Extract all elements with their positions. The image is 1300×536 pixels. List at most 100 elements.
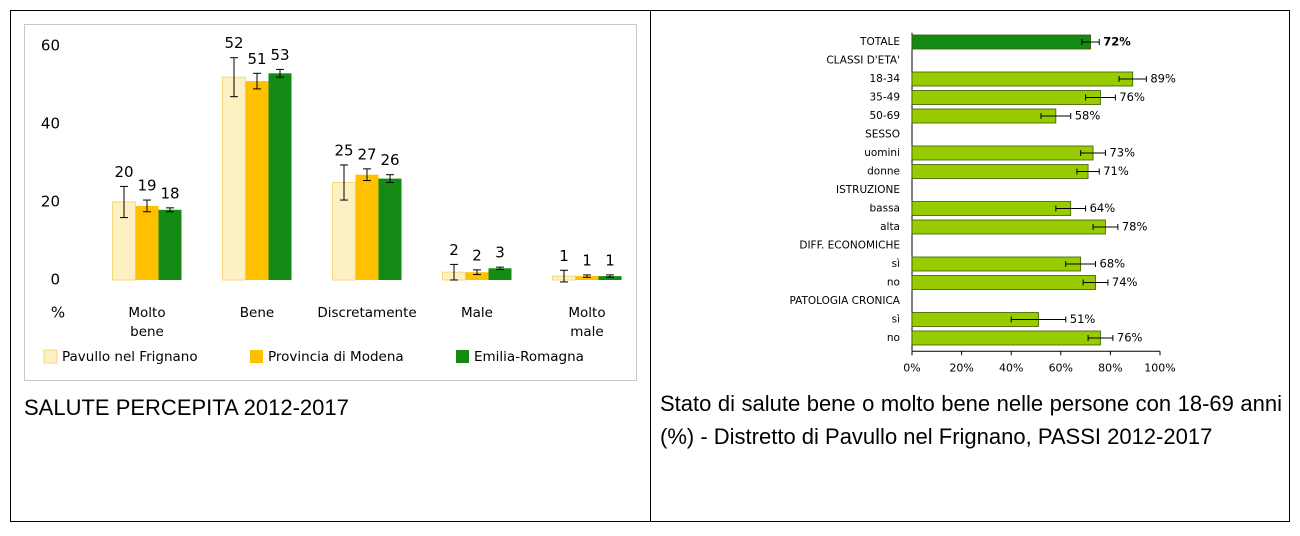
data-label: 76% [1119, 90, 1145, 104]
data-label: 51% [1070, 312, 1096, 326]
data-label: 1 [582, 251, 592, 269]
data-label: 89% [1150, 72, 1176, 86]
y-tick-label: 40 [41, 115, 60, 133]
data-label: 52 [224, 34, 243, 52]
y-tick-label: DIFF. ECONOMICHE [799, 240, 900, 252]
x-tick-label: 100% [1144, 361, 1175, 374]
label-line: Bene [240, 305, 274, 321]
data-label: 72% [1103, 35, 1131, 49]
data-label: 76% [1117, 331, 1143, 345]
data-label: 19 [137, 177, 156, 195]
y-tick-label: uomini [864, 147, 900, 159]
data-label: 1 [559, 247, 569, 265]
data-label: 64% [1090, 201, 1116, 215]
label-line: bene [130, 324, 164, 340]
y-tick-label: bassa [870, 203, 900, 215]
bar [911, 164, 1089, 179]
x-tick-label: 60% [1049, 361, 1073, 374]
x-tick-label: 0% [903, 361, 920, 374]
y-tick-label: 18-34 [869, 73, 900, 85]
bar [465, 272, 489, 280]
bar [245, 81, 269, 280]
bar [911, 219, 1106, 235]
data-label: 1 [605, 251, 615, 269]
bar [575, 276, 599, 280]
bar [488, 268, 512, 280]
x-tick-label: Bene [240, 305, 274, 321]
data-label: 25 [334, 141, 353, 159]
label-line: Molto [128, 305, 165, 321]
y-tick-label: 35-49 [869, 92, 900, 104]
bar [911, 108, 1057, 124]
x-tick-label: 80% [1098, 361, 1122, 374]
label-line: Male [461, 305, 493, 321]
legend-swatch [456, 350, 469, 363]
bar [268, 73, 292, 280]
legend-swatch [43, 349, 58, 364]
legend-label: Pavullo nel Frignano [62, 349, 198, 365]
bar [598, 276, 622, 280]
data-label: 71% [1103, 164, 1129, 178]
x-tick-label: Molto male [568, 305, 605, 340]
x-tick-label: Discretamente [317, 305, 416, 321]
y-tick-label: ISTRUZIONE [836, 184, 900, 196]
chart-frame [24, 24, 637, 381]
y-axis-label: % [51, 304, 65, 322]
y-tick-label: CLASSI D'ETA' [826, 55, 900, 67]
bar [911, 71, 1134, 87]
data-label: 58% [1075, 109, 1101, 123]
y-tick-label: SESSO [865, 129, 900, 141]
data-label: 74% [1112, 275, 1138, 289]
data-label: 26 [380, 151, 399, 169]
bar [355, 174, 379, 280]
y-tick-label: 0 [50, 271, 60, 289]
data-label: 68% [1100, 257, 1126, 271]
bar [911, 90, 1101, 105]
data-label: 18 [160, 184, 179, 202]
y-tick-label: PATOLOGIA CRONICA [789, 295, 900, 307]
data-label: 2 [472, 246, 482, 264]
y-tick-label: donne [867, 166, 900, 178]
bar [911, 330, 1101, 346]
bar [135, 205, 159, 280]
bar [911, 34, 1091, 50]
y-tick-label: 20 [41, 193, 60, 211]
bar [222, 76, 246, 281]
y-tick-label: 60 [41, 37, 60, 55]
data-label: 51 [247, 50, 266, 68]
data-label: 2 [449, 241, 459, 259]
y-tick-label: 50-69 [869, 110, 900, 122]
caption-right: Stato di salute bene o molto bene nelle … [660, 391, 1282, 449]
x-tick-label: Molto bene [128, 305, 165, 340]
x-tick-label: 20% [949, 361, 973, 374]
x-tick-label: Male [461, 305, 493, 321]
data-label: 27 [357, 145, 376, 163]
y-tick-label: sì [892, 258, 900, 270]
legend-swatch [250, 350, 263, 363]
legend-label: Emilia-Romagna [474, 349, 584, 365]
y-tick-label: TOTALE [859, 36, 900, 48]
bar [911, 201, 1072, 216]
y-tick-label: sì [892, 314, 900, 326]
bar [911, 145, 1094, 161]
data-label: 73% [1109, 146, 1135, 160]
data-label: 53 [270, 46, 289, 64]
label-line: Discretamente [317, 305, 416, 321]
label-line: Molto [568, 305, 605, 321]
legend-label: Provincia di Modena [268, 349, 404, 365]
data-label: 78% [1122, 220, 1148, 234]
data-label: 3 [495, 244, 505, 262]
bar [378, 178, 402, 280]
label-line: male [570, 324, 603, 340]
y-tick-label: no [887, 332, 900, 344]
caption-left: SALUTE PERCEPITA 2012-2017 [24, 395, 349, 420]
y-tick-label: alta [880, 221, 900, 233]
bar [158, 209, 182, 280]
y-tick-label: no [887, 277, 900, 289]
bar [911, 275, 1096, 290]
x-tick-label: 40% [999, 361, 1023, 374]
bar [911, 256, 1082, 272]
data-label: 20 [114, 163, 133, 181]
